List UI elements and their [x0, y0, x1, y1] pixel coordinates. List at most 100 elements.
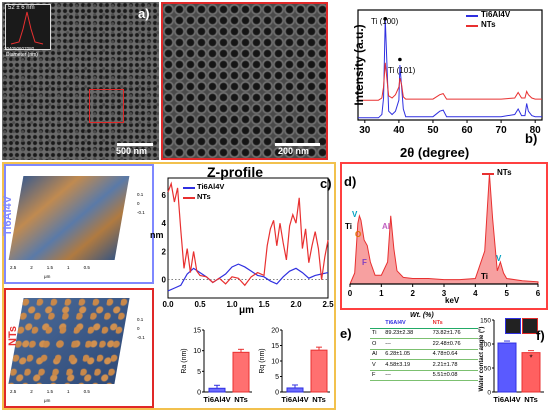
zprof-xtick-label: 0.5: [194, 300, 206, 309]
sem-image-high-mag: [161, 2, 328, 160]
scalebar-500nm-line: [117, 143, 153, 146]
scalebar-500nm-label: 500 nm: [116, 146, 148, 156]
zprof-ytick-label: 6: [162, 191, 167, 200]
wca-ytick-label: 150: [480, 318, 491, 325]
z-profile-chart: 0 2 4 6 0.0 0.5 1.0 1.5 2.0 2.5: [162, 177, 334, 309]
droplet-image-nts: [522, 318, 538, 334]
col-head-nts: NTs: [430, 318, 478, 329]
afm-unit-2: μm: [44, 398, 51, 403]
afm-3d-ti6al4v: [8, 176, 130, 260]
afm-unit-1: μm: [44, 274, 51, 279]
afm-sample-label-ti6al4v: Ti6Al4V: [2, 195, 15, 237]
xrd-chart: 30 40 50 60 70 80: [357, 9, 543, 136]
zprof-xtick-label: 1.0: [226, 300, 238, 309]
afm-x-ticks-2: 2.5 2 1.5 1 0.5: [10, 389, 90, 394]
ra-ytick-label: 10: [193, 348, 201, 355]
wca-significance-star: *: [529, 354, 532, 363]
eds-xtick-label: 5: [504, 289, 509, 298]
rq-bar-chart: 0 5 10 15 20 Ti6Al4V NTs Rq (nm): [259, 328, 330, 404]
wca-bar-ti6al4v: [497, 342, 517, 393]
xrd-series-nts: [358, 62, 542, 101]
rq-xtick-label: Ti6Al4V: [281, 395, 308, 404]
rq-ytick-label: 0: [275, 390, 279, 397]
panel-d-letter: d): [344, 174, 357, 189]
xrd-xtick-label: 50: [427, 125, 439, 136]
xrd-xlabel: 2θ (degree): [400, 145, 470, 160]
histogram-inset: [5, 4, 51, 50]
eds-spectrum-nts: [349, 173, 539, 285]
xrd-legend-nts: NTs: [481, 20, 496, 29]
xrd-peak-label-100: Ti (100): [371, 17, 399, 26]
rq-ytick-label: 10: [271, 359, 279, 366]
ra-bar-ti6al4v: [208, 387, 226, 393]
afm-3d-nts: [8, 298, 130, 384]
eds-label-ti2: Ti: [481, 272, 488, 281]
table-row: Ti 89.23±2.38 73.82±1.76: [370, 328, 478, 339]
table-row: Al 6.28±1.05 4.78±0.64: [370, 349, 478, 360]
zprof-xtick-label: 1.5: [258, 300, 270, 309]
zprof-series-nts: [167, 181, 329, 287]
histogram-inset-title: 52 ± 6 nm: [8, 5, 35, 11]
xrd-xtick-label: 70: [496, 125, 508, 136]
afm-frame-ti6al4v: [4, 164, 154, 284]
eds-chart: 0 1 2 3 4 5 6: [348, 173, 541, 298]
panel-c-letter: c): [320, 176, 332, 191]
contact-angle-chart: 0 50 100 150 Ti6Al4V NTs *: [480, 318, 544, 404]
panel-b-letter: b): [525, 131, 538, 146]
xrd-xtick-label: 40: [393, 125, 405, 136]
eds-weight-table: Ti6Al4V NTs Ti 89.23±2.38 73.82±1.76 O --- 2…: [370, 318, 478, 381]
ra-ylabel: Ra (nm): [181, 348, 188, 373]
eds-label-f: F: [362, 258, 367, 267]
xrd-axes-frame: [357, 9, 543, 121]
afm-z-ticks-1: 0.1 0 -0.1: [137, 192, 145, 215]
zprof-ylabel: nm: [150, 230, 164, 240]
afm-x-ticks-1: 2.5 2 1.5 1 0.5: [10, 265, 90, 270]
col-head-ti6al4v: Ti6Al4V: [383, 318, 431, 329]
zprof-legend-ti6al4v-swatch: [183, 187, 195, 189]
eds-table-caption: Wt. (%): [410, 312, 434, 319]
wca-ytick-label: 50: [484, 366, 492, 373]
scalebar-200nm-line: [275, 143, 320, 146]
zprof-xtick-label: 0.0: [162, 300, 174, 309]
ra-ytick-label: 15: [193, 328, 201, 335]
table-row: O --- 22.48±0.76: [370, 338, 478, 350]
zprof-xtick-label: 2.5: [322, 300, 334, 309]
rq-ytick-label: 5: [275, 374, 279, 381]
eds-xlabel: keV: [445, 296, 460, 305]
wca-ylabel: Water contact angle (°): [479, 326, 485, 392]
rq-ytick-label: 15: [271, 343, 279, 350]
panel-d-frame: [340, 162, 548, 310]
wca-ytick-label: 100: [480, 342, 491, 349]
zprof-axes-frame: [167, 177, 329, 299]
ra-bar-nts: [232, 351, 250, 393]
afm-z-ticks-2: 0.1 0 -0.1: [137, 317, 145, 340]
histogram-inset-plot: [10, 11, 44, 45]
z-profile-title: Z-profile: [207, 164, 263, 180]
eds-label-v1: V: [352, 210, 358, 219]
eds-legend-nts: NTs: [497, 168, 512, 177]
xrd-xtick-label: 60: [461, 125, 473, 136]
rq-ylabel: Rq (nm): [259, 348, 266, 373]
xrd-legend-ti6al4v-swatch: [466, 15, 478, 17]
xrd-peak-marker-101: [398, 57, 402, 62]
table-header-row: Ti6Al4V NTs: [370, 318, 478, 329]
eds-xtick-label: 6: [536, 289, 541, 298]
wca-xtick-label: NTs: [524, 395, 538, 404]
eds-label-o: O: [355, 230, 362, 239]
xrd-xtick-label: 30: [359, 125, 371, 136]
panel-a-letter: a): [138, 6, 150, 21]
eds-xtick-label: 4: [473, 289, 478, 298]
rq-bar-nts: [310, 349, 328, 393]
table-row: V 4.58±3.19 2.21±1.78: [370, 359, 478, 371]
scalebar-200nm-label: 200 nm: [278, 146, 310, 156]
zprof-ytick-label: 2: [162, 247, 167, 256]
ra-xtick-label: Ti6Al4V: [203, 395, 230, 404]
eds-label-ti1: Ti: [345, 222, 352, 231]
xrd-peak-label-101: Ti (101): [388, 66, 416, 75]
wca-xtick-label: Ti6Al4V: [493, 395, 520, 404]
ra-bar-chart: 0 5 10 15 Ti6Al4V NTs Ra (nm): [181, 328, 252, 404]
xrd-xtick-label: 80: [530, 125, 542, 136]
xrd-series-ti6al4v: [358, 18, 542, 119]
afm-sample-label-nts: NTs: [6, 326, 19, 346]
zoom-region-box: [89, 89, 124, 123]
